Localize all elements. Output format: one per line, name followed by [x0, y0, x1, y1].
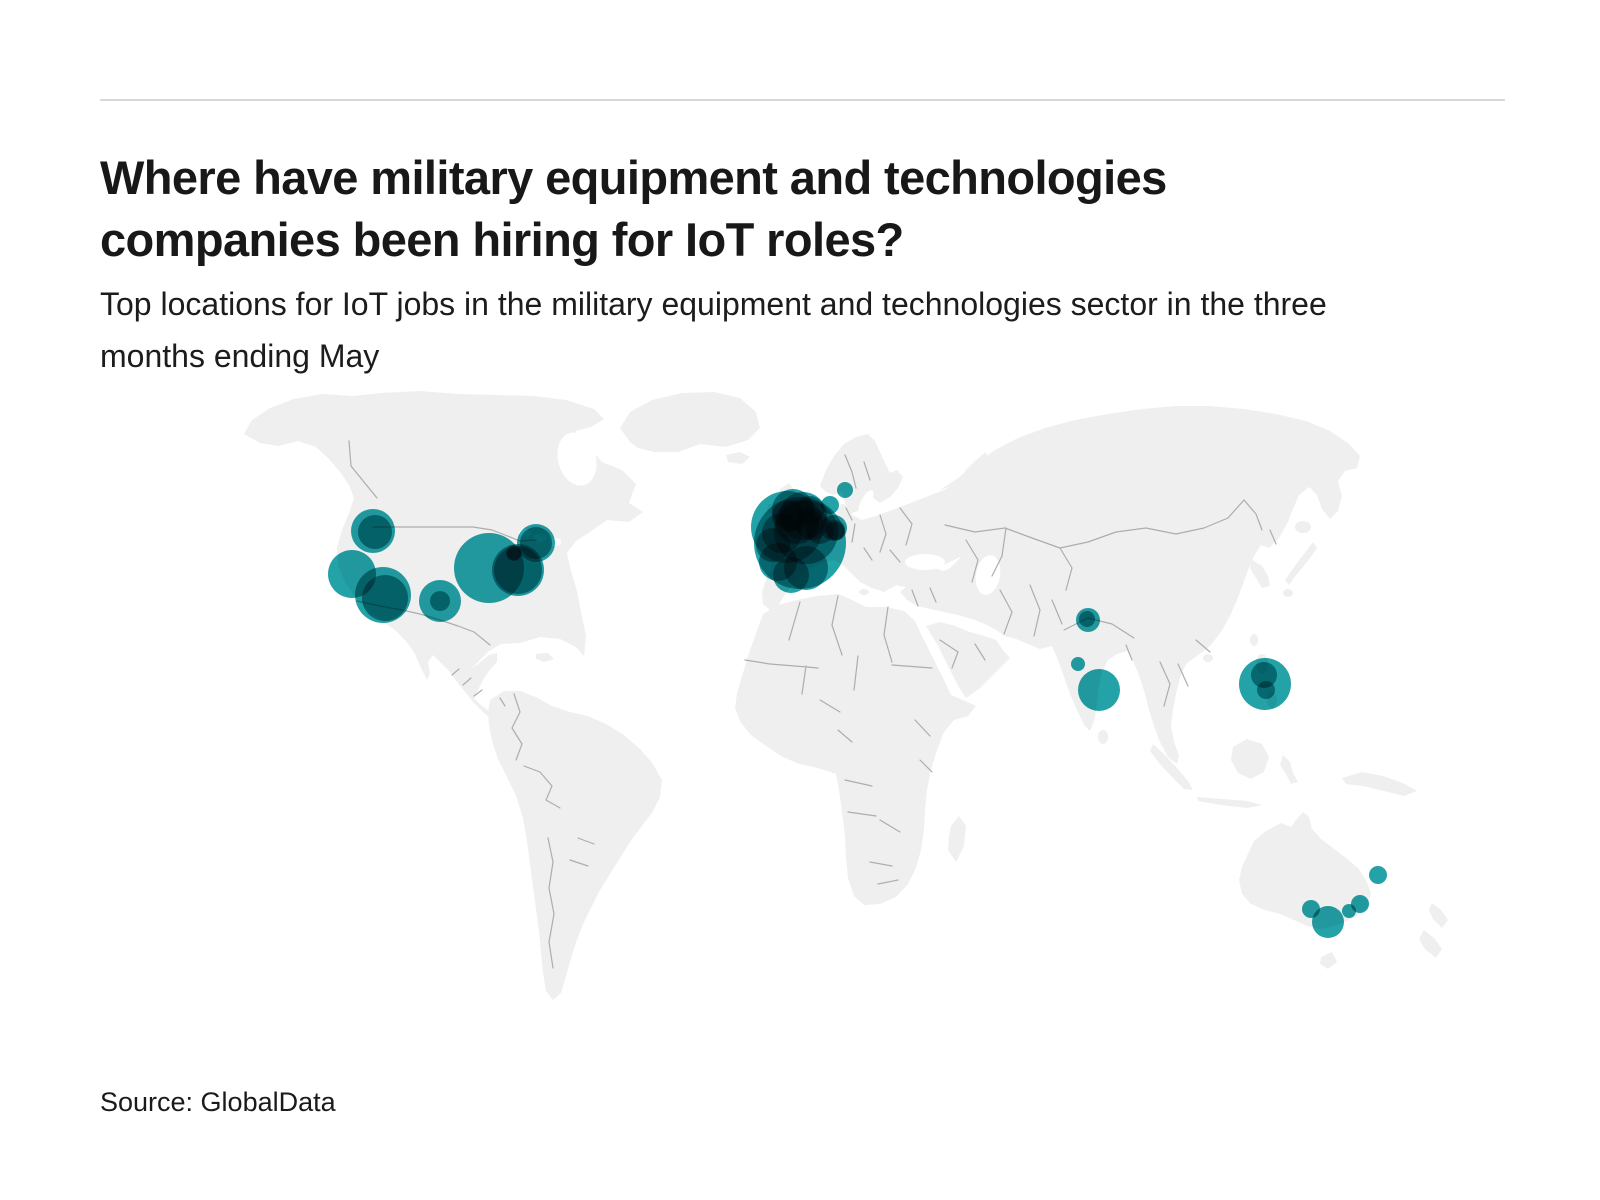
landmass-iceland — [726, 452, 750, 464]
location-bubble-oceania[interactable] — [1351, 895, 1369, 913]
landmass-borneo — [1231, 739, 1269, 779]
landmass-arabia — [926, 622, 1010, 698]
landmass-scandinavia — [820, 434, 903, 514]
location-bubble-north-america[interactable] — [507, 546, 521, 560]
location-bubble-south-asia[interactable] — [1078, 669, 1120, 711]
location-bubble-oceania[interactable] — [1369, 866, 1387, 884]
landmass-hispaniola — [536, 653, 554, 662]
landmass-australia — [1239, 812, 1371, 929]
page-title: Where have military equipment and techno… — [100, 151, 1167, 266]
country-borders — [348, 440, 1277, 969]
landmass-new-zealand-north — [1429, 903, 1448, 928]
location-bubble-europe[interactable] — [821, 496, 839, 514]
landmass-japan-hokkaido — [1295, 521, 1311, 533]
location-bubble-southeast-asia[interactable] — [1251, 662, 1277, 688]
page-subtitle: Top locations for IoT jobs in the milita… — [100, 286, 1327, 375]
landmass-new-guinea — [1342, 772, 1417, 796]
location-bubble-europe[interactable] — [827, 522, 845, 540]
landmass-new-zealand-south — [1419, 930, 1442, 958]
location-bubble-europe[interactable] — [784, 546, 828, 590]
location-bubble-southeast-asia[interactable] — [1257, 681, 1275, 699]
landmass-europe — [762, 452, 990, 610]
header-divider — [100, 99, 1505, 101]
source-attribution: Source: GlobalData — [100, 1087, 336, 1117]
baltic-sea — [858, 490, 874, 514]
landmass-taiwan — [1250, 634, 1258, 646]
landmass-africa — [735, 594, 976, 905]
landmass-hainan — [1203, 654, 1213, 662]
landmass-cuba — [484, 629, 528, 639]
location-bubble-north-america[interactable] — [358, 515, 392, 549]
location-bubble-oceania[interactable] — [1312, 906, 1344, 938]
location-bubble-europe[interactable] — [837, 482, 853, 498]
landmass-japan-kyushu — [1283, 589, 1293, 597]
landmass-italy — [843, 542, 877, 587]
landmass-greece — [873, 570, 889, 592]
landmass-sicily — [859, 589, 869, 595]
landmass-south-america — [488, 691, 662, 1000]
bubbles-layer — [328, 482, 1387, 938]
landmass-japan-honshu — [1285, 542, 1317, 585]
location-bubble-south-asia[interactable] — [1079, 611, 1095, 627]
landmass-north-america — [244, 391, 643, 719]
location-bubble-north-america[interactable] — [430, 591, 450, 611]
landmass-asia — [900, 406, 1360, 764]
landmass-madagascar — [948, 816, 966, 862]
hudson-bay — [557, 432, 597, 486]
location-bubble-south-asia[interactable] — [1071, 657, 1085, 671]
location-bubble-north-america[interactable] — [520, 527, 552, 559]
landmass-sulawesi — [1280, 755, 1298, 784]
black-sea — [905, 554, 945, 570]
landmass-korea — [1250, 560, 1270, 588]
caspian-sea — [975, 555, 1001, 595]
country-borders-layer — [348, 440, 1277, 969]
landmass-java — [1197, 797, 1262, 808]
landmass-greenland — [620, 392, 760, 452]
landmass-sumatra — [1150, 744, 1193, 790]
landmass-tasmania — [1320, 952, 1337, 969]
location-bubble-north-america[interactable] — [362, 575, 408, 621]
landmass-sri-lanka — [1098, 730, 1108, 744]
